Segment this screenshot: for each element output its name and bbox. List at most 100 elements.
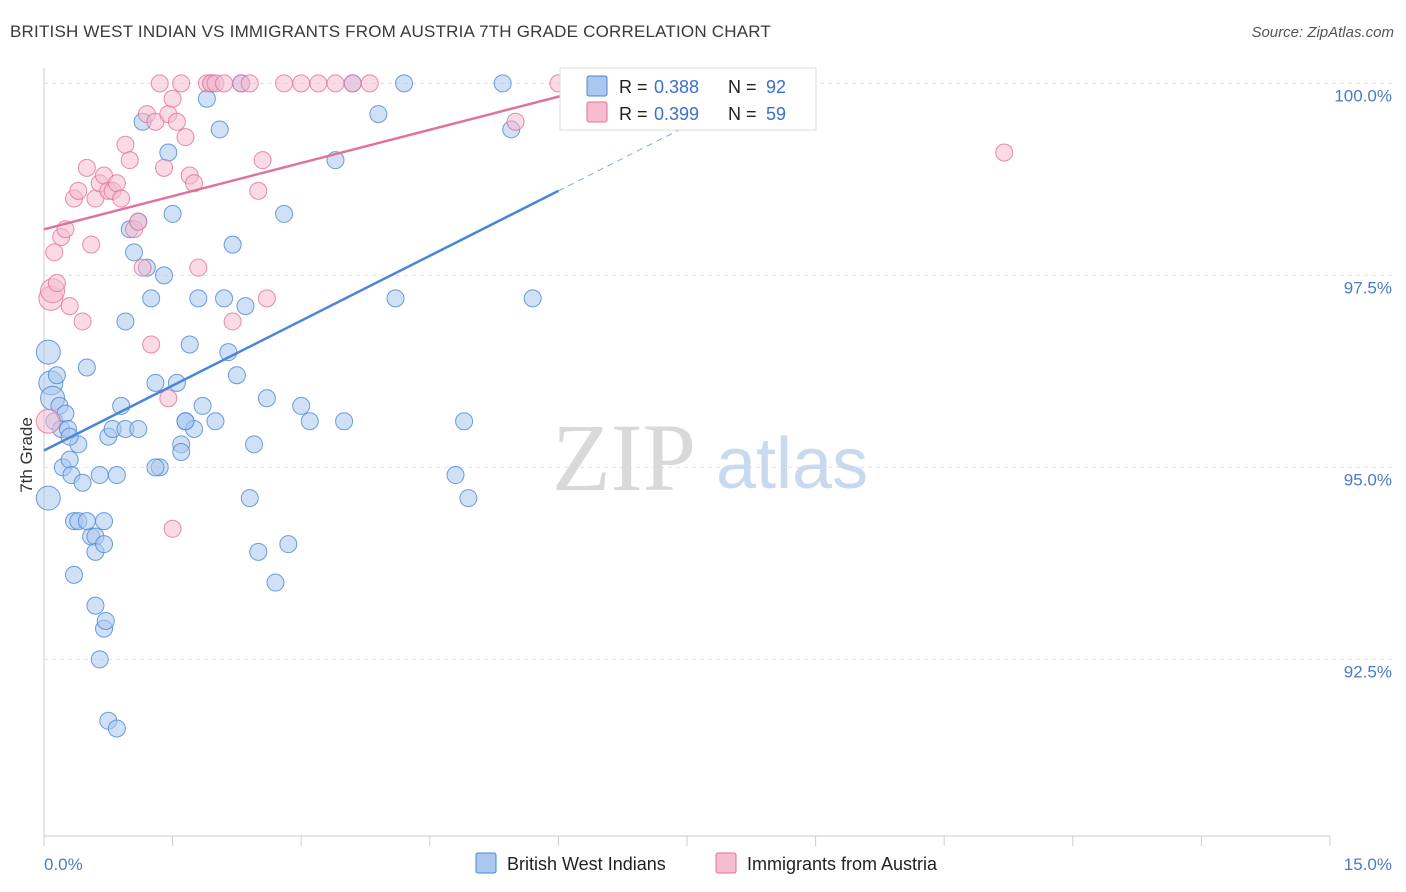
legend-bottom-label-2: Immigrants from Austria xyxy=(747,854,938,874)
x-tick-label-left: 0.0% xyxy=(44,855,83,874)
point-series-2-50 xyxy=(309,74,328,93)
point-series-1-70 xyxy=(459,489,478,508)
point-series-2-26 xyxy=(142,335,161,354)
point-series-1-53 xyxy=(240,489,259,508)
point-series-1-74 xyxy=(65,565,84,584)
point-series-2-37 xyxy=(189,258,208,277)
legend-n-value-2: 59 xyxy=(766,104,786,124)
point-series-2-49 xyxy=(292,74,311,93)
point-series-2-20 xyxy=(116,135,135,154)
point-series-1-90 xyxy=(95,535,114,554)
point-series-1-57 xyxy=(266,573,285,592)
legend-r-value-1: 0.388 xyxy=(654,77,699,97)
legend-r-label-2: R = xyxy=(619,104,648,124)
point-series-2-0 xyxy=(35,408,61,434)
y-tick-labels: 100.0% 97.5% 95.0% 92.5% xyxy=(1334,86,1392,681)
point-series-1-67 xyxy=(395,74,414,93)
point-series-2-29 xyxy=(155,158,174,177)
point-series-2-7 xyxy=(60,297,79,316)
point-series-1-15 xyxy=(77,358,96,377)
legend-n-label-2: N = xyxy=(728,104,757,124)
watermark-atlas: atlas xyxy=(716,424,868,504)
data-points xyxy=(35,74,1014,738)
point-series-1-45 xyxy=(206,412,225,431)
point-series-1-63 xyxy=(335,412,354,431)
point-series-1-77 xyxy=(90,650,109,669)
point-series-1-91 xyxy=(35,485,61,511)
point-series-2-9 xyxy=(69,181,88,200)
point-series-1-58 xyxy=(275,204,294,223)
point-series-1-86 xyxy=(77,512,96,531)
point-series-2-58 xyxy=(159,389,178,408)
grid-lines xyxy=(44,82,1392,660)
point-series-1-18 xyxy=(90,466,109,485)
point-series-1-55 xyxy=(249,542,268,561)
legend-series: British West Indians Immigrants from Aus… xyxy=(475,852,938,874)
point-series-1-31 xyxy=(146,373,165,392)
y-tick-label-1: 97.5% xyxy=(1344,278,1392,297)
point-series-1-30 xyxy=(142,289,161,308)
point-series-1-47 xyxy=(215,289,234,308)
point-series-2-41 xyxy=(215,74,234,93)
point-series-2-4 xyxy=(47,274,66,293)
legend-bottom-swatch-2 xyxy=(715,852,737,874)
point-series-1-82 xyxy=(129,419,148,438)
legend-r-label-1: R = xyxy=(619,77,648,97)
point-series-1-60 xyxy=(292,396,311,415)
point-series-1-56 xyxy=(257,389,276,408)
point-series-1-24 xyxy=(116,312,135,331)
point-series-1-14 xyxy=(73,473,92,492)
point-series-2-54 xyxy=(506,112,525,131)
point-series-2-3 xyxy=(45,243,64,262)
point-series-1-69 xyxy=(455,412,474,431)
point-series-1-10 xyxy=(60,450,79,469)
point-series-1-34 xyxy=(159,143,178,162)
point-series-1-84 xyxy=(172,443,191,461)
point-series-2-32 xyxy=(167,112,186,131)
chart-source: Source: ZipAtlas.com xyxy=(1251,24,1394,41)
point-series-1-54 xyxy=(245,435,264,454)
point-series-2-45 xyxy=(249,181,268,200)
point-series-1-59 xyxy=(279,535,298,554)
legend-n-value-1: 92 xyxy=(766,77,786,97)
trend-line-series-1 xyxy=(43,189,559,452)
point-series-1-83 xyxy=(146,458,165,477)
legend-bottom-label-1: British West Indians xyxy=(507,854,666,874)
point-series-2-42 xyxy=(223,312,242,331)
point-series-1-66 xyxy=(386,289,405,308)
point-series-2-19 xyxy=(112,189,131,208)
legend-swatch-series-2 xyxy=(586,101,608,123)
point-series-1-26 xyxy=(125,243,144,262)
x-tick-labels: 0.0% 15.0% xyxy=(44,855,1392,874)
watermark: ZIP atlas xyxy=(552,404,868,511)
y-axis-label: 7th Grade xyxy=(17,417,36,493)
point-series-1-19 xyxy=(95,512,114,531)
point-series-2-24 xyxy=(133,258,152,277)
watermark-zip: ZIP xyxy=(552,404,696,511)
point-series-1-41 xyxy=(189,289,208,308)
point-series-2-53 xyxy=(360,74,379,93)
point-series-1-50 xyxy=(227,366,246,385)
trend-line-series-2 xyxy=(43,82,611,231)
point-series-2-56 xyxy=(995,143,1014,162)
x-tick-label-right: 15.0% xyxy=(1344,855,1392,874)
point-series-1-65 xyxy=(369,105,388,124)
point-series-1-73 xyxy=(523,289,542,308)
point-series-2-28 xyxy=(150,74,169,93)
y-tick-label-2: 95.0% xyxy=(1344,470,1392,489)
point-series-1-39 xyxy=(180,335,199,354)
point-series-1-0 xyxy=(35,339,61,365)
legend-n-label-1: N = xyxy=(728,77,757,97)
point-series-1-42 xyxy=(193,396,212,415)
point-series-2-21 xyxy=(120,151,139,170)
point-series-2-33 xyxy=(172,74,191,93)
point-series-2-57 xyxy=(163,519,182,538)
legend-stats: R = 0.388 N = 92 R = 0.399 N = 59 xyxy=(559,67,817,131)
point-series-2-12 xyxy=(82,235,101,254)
point-series-2-10 xyxy=(73,312,92,331)
axes xyxy=(43,68,1331,846)
point-series-1-61 xyxy=(300,412,319,431)
point-series-1-46 xyxy=(210,120,229,139)
point-series-2-52 xyxy=(343,74,362,93)
